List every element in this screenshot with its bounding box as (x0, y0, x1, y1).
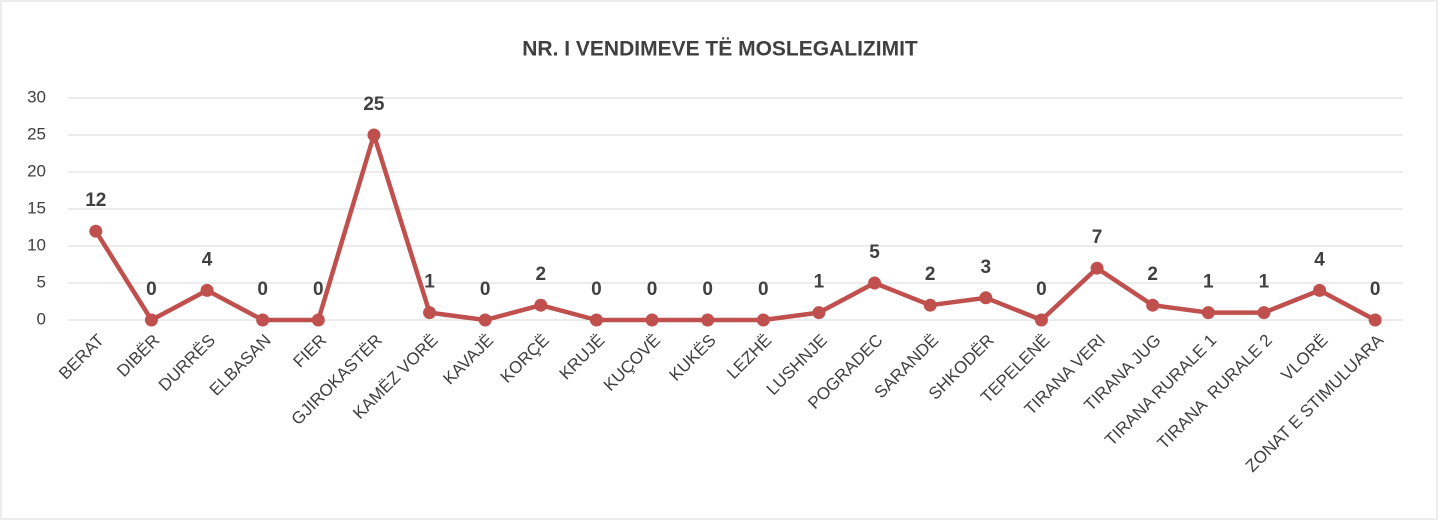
point (423, 306, 437, 320)
point (1090, 261, 1104, 275)
point (812, 306, 826, 320)
y-tick-label: 25 (27, 124, 46, 143)
point (1201, 306, 1215, 320)
chart-title: NR. I VENDIMEVE TË MOSLEGALIZIMIT (522, 38, 918, 61)
data-label: 25 (363, 94, 385, 115)
data-label: 7 (1092, 227, 1103, 248)
data-label: 0 (480, 279, 491, 300)
y-tick-label: 10 (27, 235, 46, 254)
point (200, 283, 214, 297)
data-label: 0 (257, 279, 268, 300)
point (311, 313, 325, 327)
y-tick-label: 15 (27, 198, 46, 217)
data-label: 2 (536, 264, 547, 285)
data-label: 2 (925, 264, 936, 285)
data-label: 0 (313, 279, 324, 300)
point (89, 224, 103, 238)
point (979, 291, 993, 305)
line (93, 132, 1377, 323)
point (1368, 313, 1382, 327)
y-tick-label: 20 (27, 161, 46, 180)
point (144, 313, 158, 327)
point (923, 298, 937, 312)
data-label: 4 (202, 249, 213, 270)
point (701, 313, 715, 327)
point (1034, 313, 1048, 327)
data-label: 5 (869, 242, 880, 263)
data-label: 2 (1147, 264, 1158, 285)
data-label: 1 (1259, 272, 1270, 293)
data-label: 3 (981, 257, 992, 278)
data-label: 0 (591, 279, 602, 300)
y-tick-label: 30 (27, 87, 46, 106)
data-label: 4 (1314, 249, 1325, 270)
point (478, 313, 492, 327)
data-label: 1 (1203, 272, 1214, 293)
data-label: 1 (424, 272, 435, 293)
data-label: 0 (1370, 279, 1381, 300)
data-label: 0 (146, 279, 157, 300)
y-tick-label: 0 (37, 309, 46, 328)
point (1313, 283, 1327, 297)
point (868, 276, 882, 290)
data-label: 0 (702, 279, 713, 300)
data-label: 0 (758, 279, 769, 300)
y-tick-label: 5 (37, 272, 46, 291)
data-label: 0 (647, 279, 658, 300)
data-label: 1 (814, 272, 825, 293)
point (1257, 306, 1271, 320)
point (534, 298, 548, 312)
point (367, 128, 381, 142)
data-label: 12 (85, 190, 106, 211)
point (1146, 298, 1160, 312)
point (256, 313, 270, 327)
data-label: 0 (1036, 279, 1047, 300)
point (756, 313, 770, 327)
point (645, 313, 659, 327)
point (589, 313, 603, 327)
